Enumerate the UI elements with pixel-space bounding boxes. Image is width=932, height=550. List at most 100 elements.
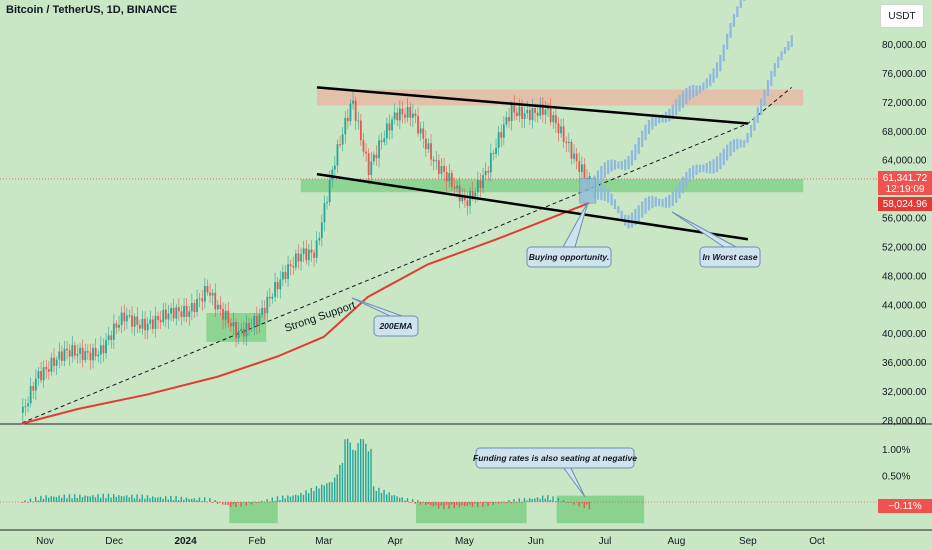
candle-body bbox=[268, 296, 271, 299]
funding-bar bbox=[255, 502, 258, 503]
candle-body bbox=[21, 406, 24, 413]
candle-body bbox=[513, 104, 516, 113]
funding-bar bbox=[66, 498, 68, 502]
funding-bar bbox=[209, 498, 211, 502]
funding-bar bbox=[560, 501, 562, 503]
candle-body bbox=[89, 352, 92, 361]
candle-body bbox=[227, 310, 230, 323]
candle-body bbox=[580, 164, 583, 173]
funding-bar bbox=[570, 502, 572, 503]
indicator-tick-label: 0.50% bbox=[882, 472, 910, 483]
ema-callout-text: 200EMA bbox=[378, 321, 412, 331]
projection-candle bbox=[780, 51, 783, 61]
projection-candle bbox=[773, 63, 776, 77]
projection-candle bbox=[749, 125, 753, 138]
candle-body bbox=[276, 281, 279, 290]
funding-bar bbox=[245, 502, 247, 506]
candle-body bbox=[370, 161, 373, 175]
projection-candle bbox=[634, 209, 637, 226]
candle-body bbox=[323, 203, 326, 223]
funding-bar bbox=[21, 502, 24, 503]
candle-body bbox=[66, 348, 68, 351]
price-tick-label: 32,000.00 bbox=[882, 387, 927, 398]
funding-bar bbox=[463, 502, 466, 506]
candle-body bbox=[81, 347, 84, 361]
funding-bar bbox=[424, 502, 427, 506]
funding-bar bbox=[526, 500, 528, 502]
candle-body bbox=[547, 107, 549, 110]
candle-body bbox=[492, 153, 495, 155]
funding-bar bbox=[292, 495, 294, 502]
projection-candle bbox=[658, 198, 661, 207]
candle-body bbox=[115, 323, 118, 328]
funding-bar bbox=[136, 494, 138, 502]
candle-body bbox=[287, 264, 289, 279]
price-tick-label: 76,000.00 bbox=[882, 69, 927, 80]
candle-body bbox=[489, 153, 492, 173]
candle-body bbox=[242, 328, 245, 337]
candle-body bbox=[203, 285, 206, 302]
candle-body bbox=[495, 147, 497, 154]
funding-bar bbox=[443, 502, 445, 510]
candle-body bbox=[235, 321, 237, 339]
funding-bar bbox=[333, 477, 336, 502]
projection-candle bbox=[624, 159, 627, 171]
funding-bar bbox=[193, 498, 195, 502]
zone-support bbox=[300, 179, 804, 193]
candle-body bbox=[401, 108, 404, 115]
price-tick-label: 72,000.00 bbox=[882, 98, 927, 109]
funding-bar bbox=[580, 502, 583, 504]
funding-zone-0 bbox=[229, 502, 278, 524]
funding-bar bbox=[289, 496, 292, 502]
projection-candle bbox=[770, 71, 773, 87]
funding-bar bbox=[487, 502, 489, 507]
candle-body bbox=[263, 307, 266, 314]
funding-bar bbox=[484, 502, 487, 503]
candle-body bbox=[359, 120, 362, 141]
funding-bar bbox=[578, 502, 580, 507]
projection-candle bbox=[739, 0, 742, 9]
funding-bar bbox=[294, 494, 297, 502]
funding-bar bbox=[388, 492, 390, 502]
funding-bar bbox=[110, 497, 112, 502]
funding-bar bbox=[287, 495, 289, 502]
candle-body bbox=[149, 319, 152, 324]
funding-bar bbox=[341, 462, 344, 502]
zone-resistance bbox=[316, 89, 804, 106]
funding-bar bbox=[479, 502, 481, 503]
funding-bar bbox=[469, 502, 471, 505]
candle-body bbox=[71, 345, 74, 357]
candle-body bbox=[86, 351, 89, 353]
candle-body bbox=[209, 292, 211, 296]
funding-bar bbox=[149, 498, 151, 502]
funding-zone-2 bbox=[556, 495, 645, 524]
time-tick-label: Aug bbox=[668, 536, 686, 547]
candle-body bbox=[578, 160, 581, 173]
current-price-badge-label: 61,341.72 bbox=[883, 173, 928, 184]
currency-selector[interactable]: USDT bbox=[880, 4, 924, 28]
projection-candle bbox=[712, 68, 715, 83]
candle-body bbox=[331, 169, 334, 180]
price-tick-label: 56,000.00 bbox=[882, 214, 927, 225]
candle-body bbox=[307, 249, 310, 261]
funding-bar bbox=[42, 498, 45, 502]
funding-bar bbox=[198, 497, 201, 502]
candle-body bbox=[271, 296, 274, 299]
projection-candle bbox=[719, 54, 722, 72]
candle-body bbox=[266, 296, 269, 314]
candle-body bbox=[274, 281, 276, 297]
funding-bar bbox=[357, 443, 359, 502]
projection-candle bbox=[681, 176, 685, 194]
funding-bar bbox=[300, 492, 302, 502]
projection-candle bbox=[671, 191, 674, 207]
projection-candle bbox=[641, 130, 644, 148]
candle-body bbox=[336, 144, 339, 166]
candle-body bbox=[435, 160, 438, 162]
funding-bar bbox=[435, 502, 437, 506]
candle-body bbox=[211, 292, 214, 296]
funding-bar bbox=[34, 496, 37, 502]
projection-candle bbox=[709, 160, 712, 174]
candle-body bbox=[310, 249, 313, 253]
candle-body bbox=[180, 311, 183, 317]
